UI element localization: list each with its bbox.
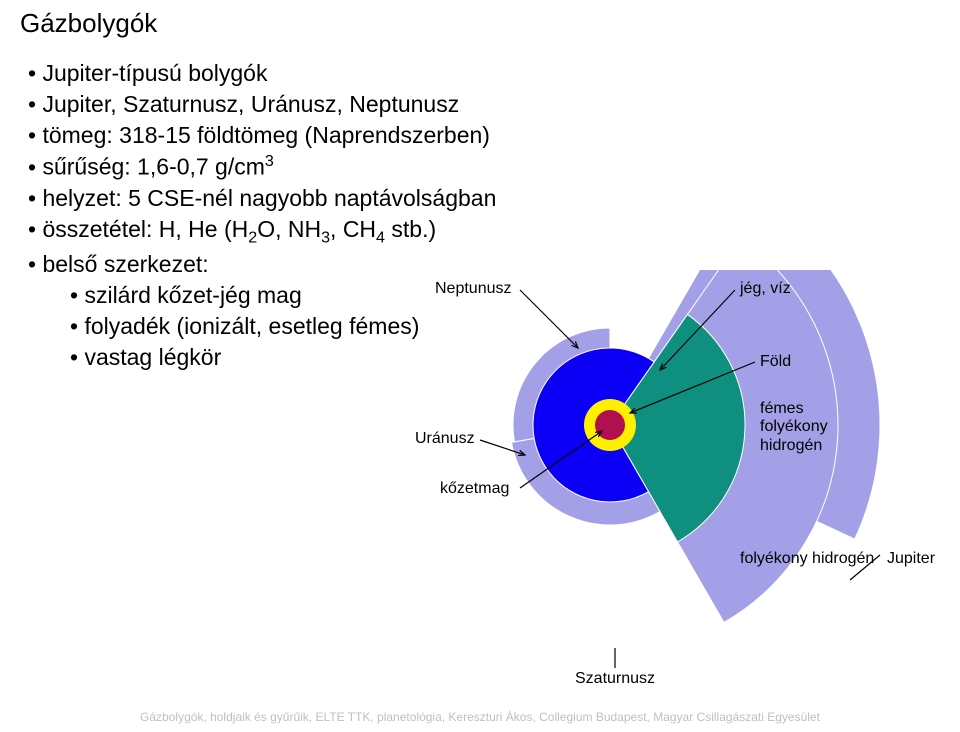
bullet-item: Jupiter, Szaturnusz, Uránusz, Neptunusz [28,89,496,120]
planet-structure-diagram: Neptunusz jég, víz Föld Uránusz kőzetmag… [380,270,940,690]
label-jupiter: Jupiter [887,550,935,568]
text: összetétel: H, He (H [42,216,248,242]
label-neptunusz: Neptunusz [435,280,512,298]
page-title: Gázbolygók [20,8,157,39]
bullet-item: összetétel: H, He (H2O, NH3, CH4 stb.) [28,214,496,249]
footer-text: Gázbolygók, holdjaik és gyűrűik, ELTE TT… [0,710,960,724]
text-line: hidrogén [760,437,828,455]
text: , CH [330,216,376,242]
label-kozetmag: kőzetmag [440,480,509,498]
label-jeg-viz: jég, víz [740,280,791,298]
bullet-item: helyzet: 5 CSE-nél nagyobb naptávolságba… [28,183,496,214]
subscript: 3 [321,228,330,246]
subscript: 4 [376,228,385,246]
bullet-item: tömeg: 318-15 földtömeg (Naprendszerben) [28,120,496,151]
label-folyekony: folyékony hidrogén [740,550,874,568]
bullet-item: sűrűség: 1,6-0,7 g/cm3 [28,151,496,183]
label-fold: Föld [760,353,791,371]
subscript: 2 [248,228,257,246]
superscript: 3 [265,152,274,170]
text: O, NH [257,216,321,242]
label-szaturnusz: Szaturnusz [575,670,655,688]
label-uranusz: Uránusz [415,430,475,448]
label-femes: fémes folyékony hidrogén [760,400,828,455]
bullet-item: Jupiter-típusú bolygók [28,58,496,89]
text-line: folyékony [760,418,828,436]
text: stb.) [385,216,436,242]
text: sűrűség: 1,6-0,7 g/cm [42,154,264,180]
text-line: fémes [760,400,828,418]
